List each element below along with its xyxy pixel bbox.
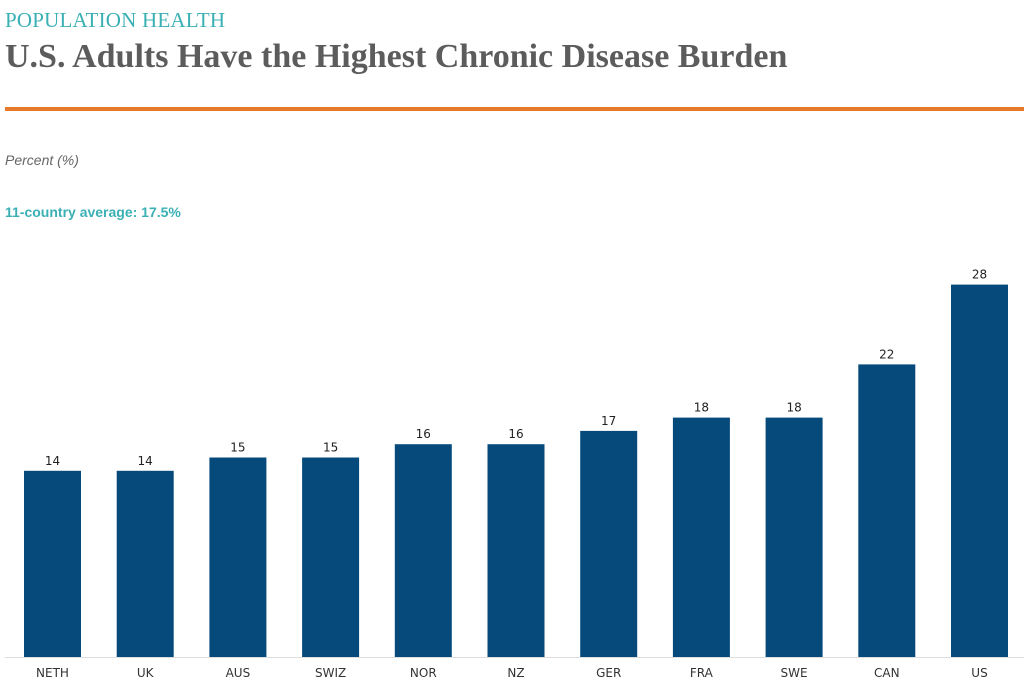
data-label-can: 22 (879, 347, 894, 361)
bar-fra (672, 417, 730, 657)
bar-uk (116, 470, 174, 657)
chart-title: U.S. Adults Have the Highest Chronic Dis… (5, 38, 788, 75)
bar-nz (487, 444, 545, 657)
data-label-swe: 18 (786, 401, 801, 415)
x-tick-label-swiz: SWIZ (315, 666, 346, 680)
bar-swiz (302, 457, 360, 657)
x-tick-label-swe: SWE (781, 666, 808, 680)
title-divider (5, 107, 1024, 111)
x-tick-label-uk: UK (137, 666, 155, 680)
data-label-neth: 14 (45, 454, 60, 468)
bar-us (951, 284, 1008, 657)
x-tick-label-fra: FRA (690, 666, 714, 680)
data-label-uk: 14 (138, 454, 153, 468)
x-tick-label-us: US (971, 666, 987, 680)
data-label-us: 28 (972, 268, 987, 282)
y-axis-units-label: Percent (%) (5, 152, 79, 168)
bar-nor (394, 444, 452, 657)
data-label-fra: 18 (694, 401, 709, 415)
x-tick-label-ger: GER (596, 666, 621, 680)
data-label-aus: 15 (230, 441, 245, 455)
bar-swe (765, 417, 823, 657)
bar-can (858, 364, 916, 657)
data-label-nor: 16 (416, 427, 431, 441)
x-tick-label-aus: AUS (226, 666, 251, 680)
x-tick-label-can: CAN (874, 666, 900, 680)
bar-ger (580, 430, 638, 657)
average-annotation: 11-country average: 17.5% (5, 204, 181, 220)
x-tick-label-neth: NETH (36, 666, 69, 680)
x-tick-label-nor: NOR (410, 666, 437, 680)
x-tick-label-nz: NZ (507, 666, 524, 680)
data-label-nz: 16 (508, 427, 523, 441)
data-label-ger: 17 (601, 414, 616, 428)
bar-aus (209, 457, 267, 657)
data-label-swiz: 15 (323, 441, 338, 455)
bar-neth (24, 470, 81, 657)
section-eyebrow: POPULATION HEALTH (5, 8, 226, 32)
